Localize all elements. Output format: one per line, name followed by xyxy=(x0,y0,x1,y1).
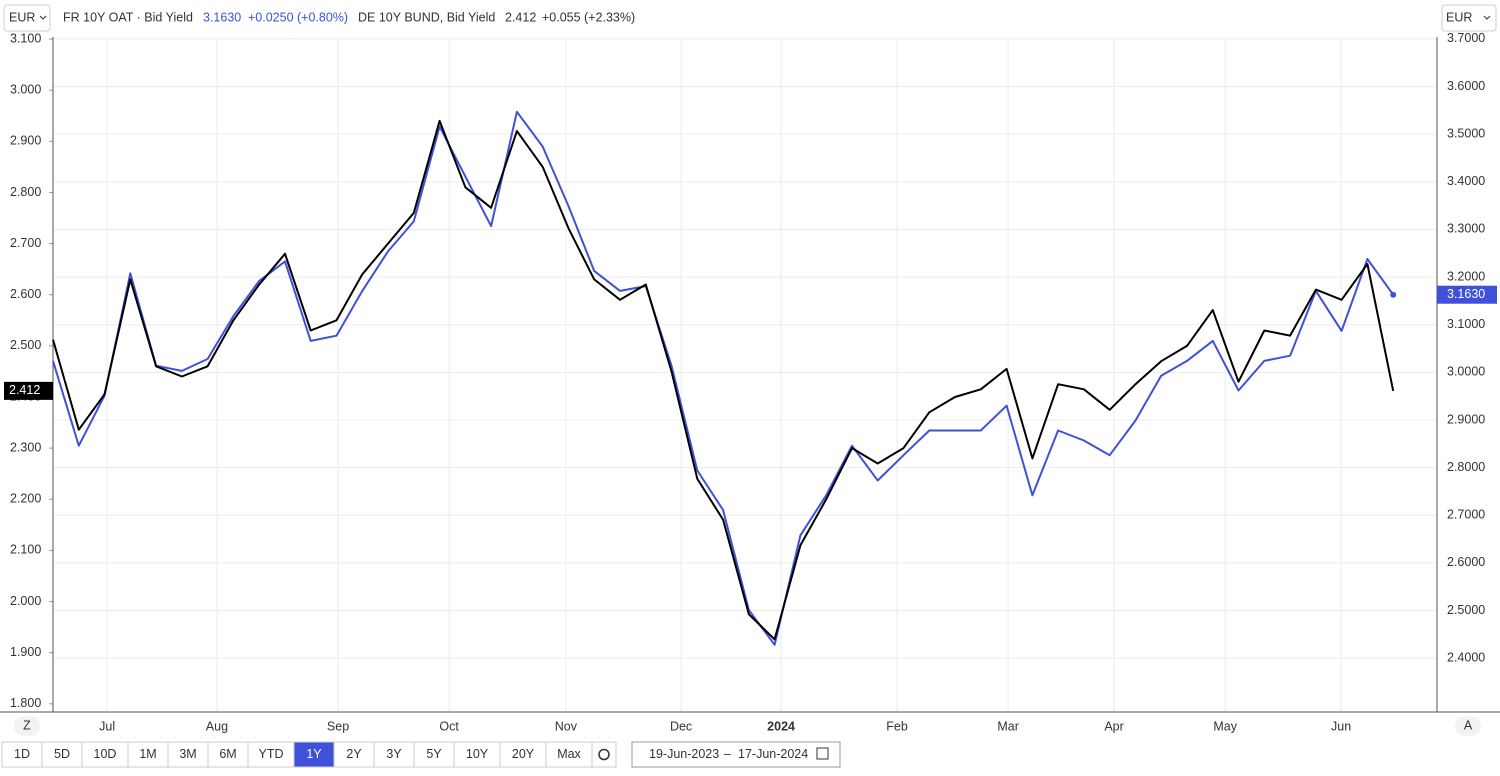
x-tick-label: Sep xyxy=(327,719,349,733)
currency-select[interactable] xyxy=(1441,4,1497,32)
currency-select[interactable] xyxy=(3,4,51,32)
range-button-label: 1M xyxy=(139,747,156,761)
calendar-icon xyxy=(816,747,829,760)
currency-label: EUR xyxy=(1446,10,1472,24)
last-badge xyxy=(4,381,53,400)
x-tick-label: Nov xyxy=(555,719,578,733)
range-button-label: 10Y xyxy=(466,747,489,761)
y-tick-label: 2.000 xyxy=(10,594,41,608)
range-button-label: 5Y xyxy=(426,747,442,761)
x-tick-label: Feb xyxy=(886,719,908,733)
y2-tick-label: 2.5000 xyxy=(1447,603,1485,617)
chevron xyxy=(39,15,47,20)
y-tick-label: 1.800 xyxy=(10,696,41,710)
range-button-label: 2Y xyxy=(346,747,362,761)
x-tick-label: Aug xyxy=(206,719,228,733)
legend-last: 2.412 xyxy=(505,10,536,24)
series-line xyxy=(52,110,1395,646)
last-badge xyxy=(1437,285,1497,304)
y2-tick-label: 2.9000 xyxy=(1447,412,1485,426)
x-tick-label: Jul xyxy=(99,719,115,733)
range-button-label: 3Y xyxy=(386,747,402,761)
y2-tick-label: 3.4000 xyxy=(1447,174,1485,188)
y2-tick-label: 2.7000 xyxy=(1447,508,1485,522)
date-sep: – xyxy=(724,747,731,761)
date-from: 19-Jun-2023 xyxy=(649,747,719,761)
y-tick-label: 2.200 xyxy=(10,492,41,506)
side-button-label: Z xyxy=(23,718,31,732)
chevron xyxy=(1483,15,1491,20)
range-button-label: 6M xyxy=(219,747,236,761)
settings-icon xyxy=(598,748,610,761)
date-to: 17-Jun-2024 xyxy=(738,747,808,761)
y2-tick-label: 3.2000 xyxy=(1447,269,1485,283)
range-button-label: 1D xyxy=(14,747,30,761)
y2-tick-label: 3.3000 xyxy=(1447,222,1485,236)
legend-change: +0.0250 (+0.80%) xyxy=(248,10,348,24)
y-tick-label: 3.100 xyxy=(10,31,41,45)
y2-tick-label: 3.7000 xyxy=(1447,31,1485,45)
range-button[interactable] xyxy=(499,741,547,768)
range-button-label: Max xyxy=(557,747,581,761)
currency-label: EUR xyxy=(9,10,35,24)
settings-button[interactable] xyxy=(591,741,617,768)
range-button[interactable] xyxy=(207,741,249,768)
last-badge-label: 3.1630 xyxy=(1447,287,1485,301)
x-tick-label: Mar xyxy=(997,719,1019,733)
range-button[interactable] xyxy=(413,741,455,768)
y-tick-label: 2.800 xyxy=(10,185,41,199)
side-button[interactable] xyxy=(1455,716,1481,736)
legend-change: +0.055 (+2.33%) xyxy=(542,10,635,24)
range-button[interactable] xyxy=(81,741,129,768)
x-tick-label: Oct xyxy=(439,719,459,733)
y-tick-label: 2.700 xyxy=(10,236,41,250)
legend-name: DE 10Y BUND, Bid Yield xyxy=(358,10,495,24)
legend-last: 3.1630 xyxy=(203,10,241,24)
y-tick-label: 1.900 xyxy=(10,645,41,659)
x-tick-label: Jun xyxy=(1331,719,1351,733)
x-tick-label: Dec xyxy=(670,719,692,733)
y2-tick-label: 3.0000 xyxy=(1447,365,1485,379)
y2-tick-label: 2.6000 xyxy=(1447,555,1485,569)
y-tick-label: 2.500 xyxy=(10,338,41,352)
range-button-label: 20Y xyxy=(512,747,535,761)
range-button[interactable] xyxy=(453,741,501,768)
x-tick-label: May xyxy=(1213,719,1237,733)
range-button[interactable] xyxy=(333,741,375,768)
range-button[interactable] xyxy=(373,741,415,768)
range-button-label: 3M xyxy=(179,747,196,761)
y-tick-label: 2.900 xyxy=(10,134,41,148)
y2-tick-label: 3.6000 xyxy=(1447,79,1485,93)
range-button[interactable] xyxy=(41,741,83,768)
date-range[interactable] xyxy=(631,741,841,768)
range-button[interactable] xyxy=(293,741,335,768)
series-line xyxy=(52,119,1395,641)
y-tick-label: 2.100 xyxy=(10,543,41,557)
side-button-label: A xyxy=(1464,718,1473,732)
last-point xyxy=(1390,291,1397,298)
range-button-label: YTD xyxy=(259,747,284,761)
range-button-label: 5D xyxy=(54,747,70,761)
x-tick-label: 2024 xyxy=(767,719,795,733)
range-button-label: 1Y xyxy=(306,747,322,761)
legend-name: FR 10Y OAT · Bid Yield xyxy=(63,10,193,24)
x-tick-label: Apr xyxy=(1104,719,1123,733)
y2-tick-label: 2.8000 xyxy=(1447,460,1485,474)
y2-tick-label: 3.1000 xyxy=(1447,317,1485,331)
y-tick-label: 3.000 xyxy=(10,82,41,96)
y-tick-label: 2.300 xyxy=(10,440,41,454)
y2-tick-label: 2.4000 xyxy=(1447,650,1485,664)
range-button[interactable] xyxy=(167,741,209,768)
range-button[interactable] xyxy=(247,741,295,768)
y2-tick-label: 3.5000 xyxy=(1447,126,1485,140)
last-badge-label: 2.412 xyxy=(9,383,40,397)
side-button[interactable] xyxy=(14,716,40,736)
y-tick-label: 2.600 xyxy=(10,287,41,301)
range-button-label: 10D xyxy=(94,747,117,761)
